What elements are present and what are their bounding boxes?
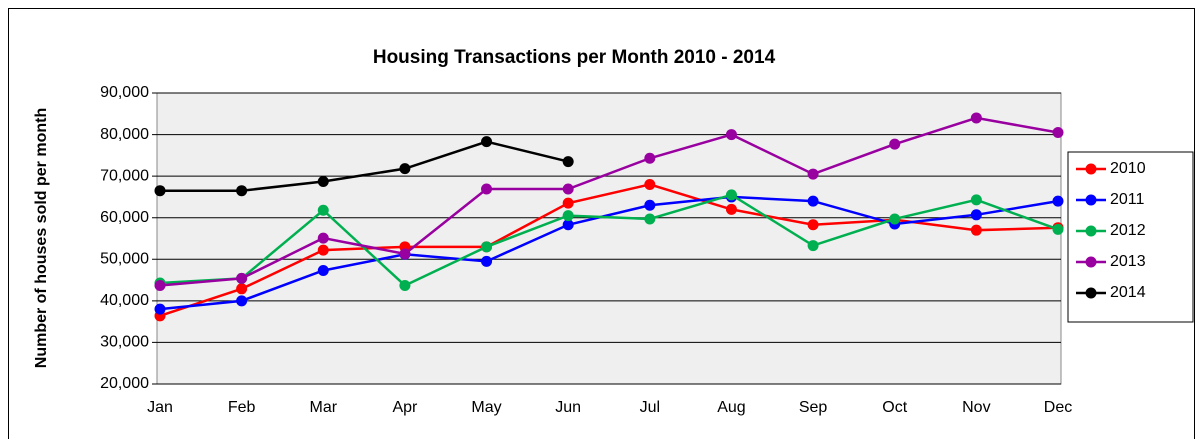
data-point <box>317 232 329 244</box>
x-tick-label: Dec <box>1044 399 1072 416</box>
data-point <box>317 265 329 277</box>
x-tick-label: Apr <box>392 399 418 416</box>
data-point <box>889 213 901 225</box>
data-point <box>154 303 166 315</box>
legend-marker <box>1085 256 1097 268</box>
data-point <box>562 219 574 231</box>
data-point <box>562 156 574 168</box>
data-point <box>399 279 411 291</box>
data-point <box>725 189 737 201</box>
data-point <box>562 210 574 222</box>
y-tick-label: 90,000 <box>100 84 149 101</box>
legend-label: 2012 <box>1110 222 1146 239</box>
data-point <box>807 240 819 252</box>
data-point <box>236 272 248 284</box>
data-point <box>236 295 248 307</box>
legend-label: 2010 <box>1110 160 1146 177</box>
data-point <box>317 176 329 188</box>
legend-label: 2013 <box>1110 253 1146 270</box>
data-point <box>154 279 166 291</box>
data-point <box>807 168 819 180</box>
x-tick-label: Oct <box>882 399 907 416</box>
data-point <box>970 224 982 236</box>
data-point <box>644 152 656 164</box>
x-tick-label: Mar <box>309 399 337 416</box>
data-point <box>1052 126 1064 138</box>
y-tick-label: 70,000 <box>100 167 149 184</box>
data-point <box>481 255 493 267</box>
data-point <box>399 163 411 175</box>
series-line <box>159 116 1059 287</box>
data-point <box>807 195 819 207</box>
data-point <box>481 136 493 148</box>
y-tick-label: 40,000 <box>100 292 149 309</box>
data-point <box>644 213 656 225</box>
data-point <box>317 244 329 256</box>
y-tick-label: 80,000 <box>100 126 149 143</box>
data-point <box>481 183 493 195</box>
x-tick-label: May <box>471 399 501 416</box>
x-tick-label: Sep <box>799 399 828 416</box>
legend-label: 2011 <box>1110 191 1145 208</box>
data-point <box>1052 223 1064 235</box>
data-point <box>725 129 737 141</box>
plot-area <box>156 92 1062 385</box>
series-line <box>159 193 1059 287</box>
data-point <box>970 209 982 221</box>
x-tick-label: Feb <box>228 399 256 416</box>
data-point <box>725 203 737 215</box>
y-tick-label: 60,000 <box>100 209 149 226</box>
x-tick-label: Jan <box>147 399 173 416</box>
data-point <box>399 248 411 260</box>
data-point <box>1052 195 1064 207</box>
chart-title: Housing Transactions per Month 2010 - 20… <box>373 47 776 68</box>
x-tick-label: Nov <box>962 399 990 416</box>
data-point <box>644 199 656 211</box>
data-point <box>807 219 819 231</box>
data-point <box>236 185 248 197</box>
x-tick-label: Jul <box>640 399 660 416</box>
data-point <box>481 241 493 253</box>
y-axis-label: Number of houses sold per month <box>33 108 50 368</box>
data-point <box>970 112 982 124</box>
data-point <box>562 197 574 209</box>
legend-marker <box>1085 287 1097 299</box>
series-line <box>159 195 1059 311</box>
y-tick-label: 30,000 <box>100 334 149 351</box>
y-tick-label: 20,000 <box>100 375 149 392</box>
data-point <box>970 194 982 206</box>
data-point <box>889 138 901 150</box>
data-point <box>562 183 574 195</box>
x-tick-label: Jun <box>555 399 581 416</box>
legend-marker <box>1085 225 1097 237</box>
data-point <box>236 283 248 295</box>
legend-marker <box>1085 194 1097 206</box>
data-point <box>154 185 166 197</box>
legend-label: 2014 <box>1110 284 1146 301</box>
data-point <box>644 178 656 190</box>
y-tick-label: 50,000 <box>100 251 149 268</box>
data-point <box>317 204 329 216</box>
x-tick-label: Aug <box>717 399 745 416</box>
legend-marker <box>1085 163 1097 175</box>
series-line <box>160 140 569 192</box>
